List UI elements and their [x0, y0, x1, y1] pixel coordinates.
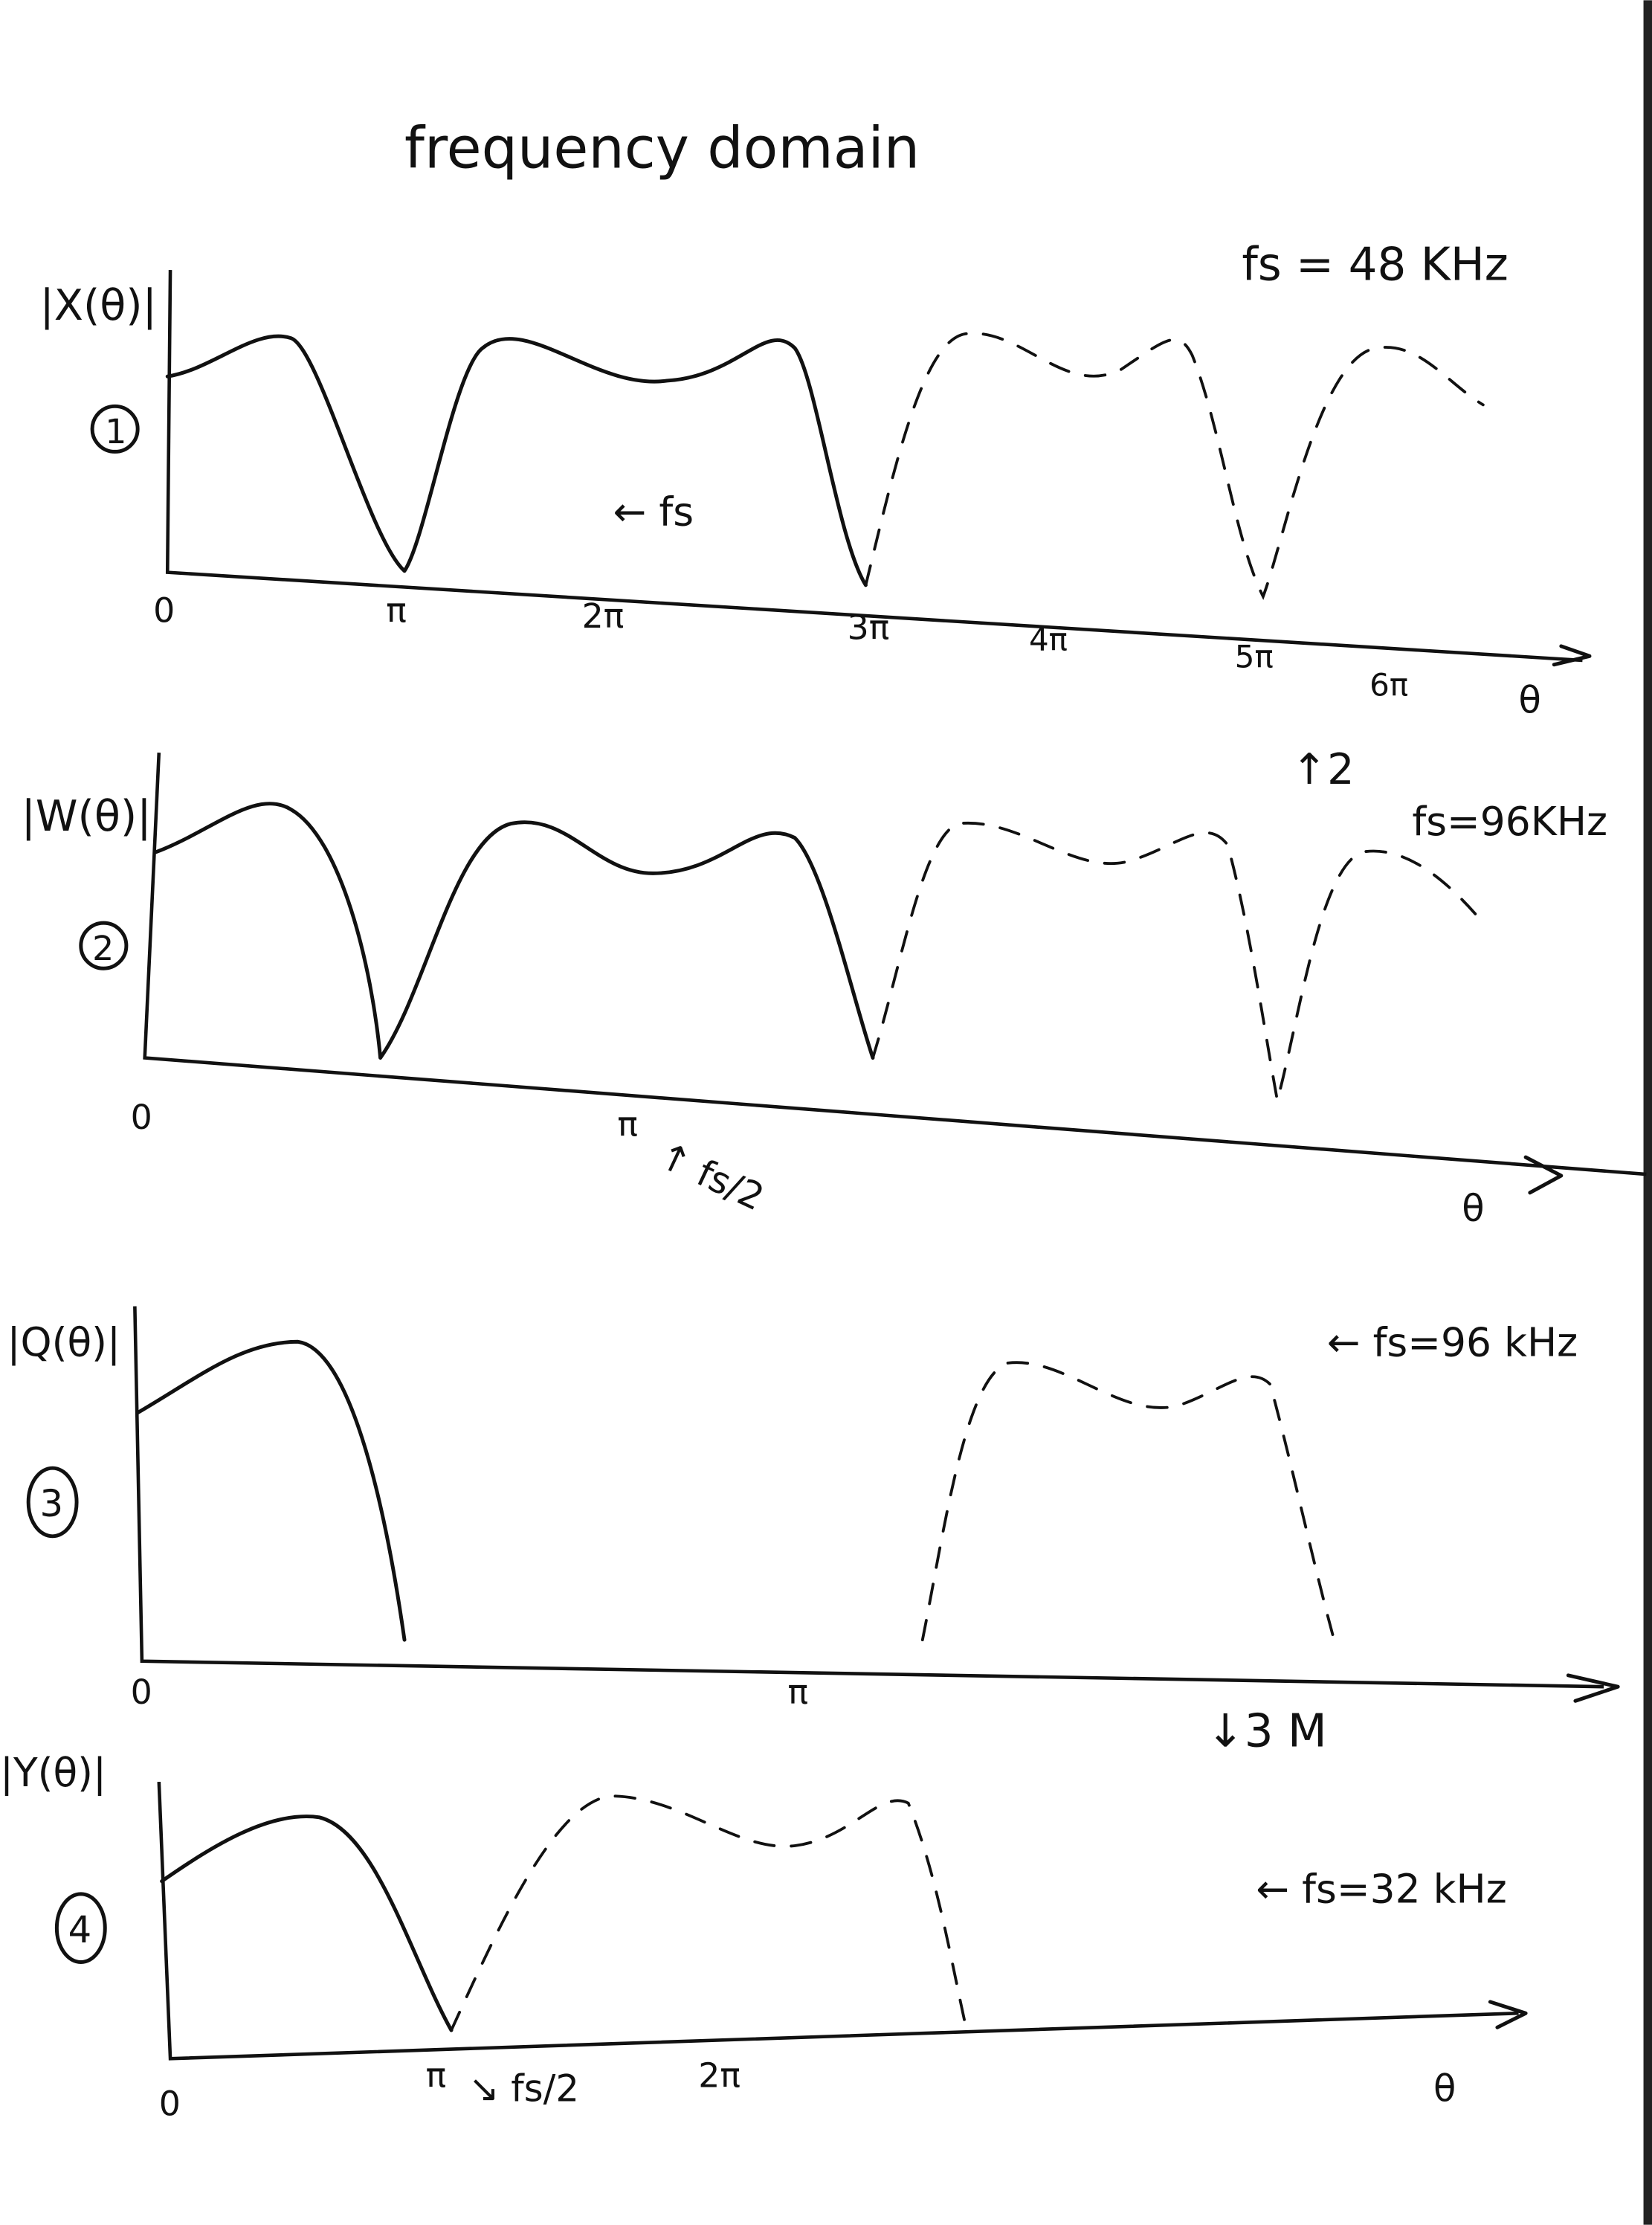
panel-1-tick-5pi: 5π	[1235, 639, 1274, 675]
panel-1-number-circle	[90, 404, 140, 454]
panel-2-axes	[143, 752, 1647, 1176]
panel-4-fs: ← fs=32 kHz	[1256, 1865, 1506, 1912]
page-title: frequency domain	[404, 116, 920, 182]
panel-4-axis-arrow	[1488, 2000, 1528, 2029]
panel-4-tick-0: 0	[159, 2084, 181, 2124]
panel-4-xlabel: θ	[1433, 2067, 1456, 2110]
panel-2-ylabel: |W(θ)|	[22, 791, 152, 841]
panel-4-note: ↘ fs/2	[468, 2067, 579, 2110]
panel-1-xlabel: θ	[1519, 679, 1541, 722]
panel-1-tick-pi: π	[386, 590, 407, 630]
panel-1-axis-arrow	[1552, 644, 1592, 667]
panel-2-axis-arrow	[1523, 1155, 1564, 1195]
panel-3-fs: ← fs=96 kHz	[1327, 1318, 1578, 1365]
panel-4-axes	[157, 1781, 1519, 2061]
panel-1-image-spectrum	[864, 332, 1485, 600]
panel-4-tick-pi: π	[426, 2055, 447, 2095]
downsample-label: ↓3 M	[1207, 1704, 1327, 1757]
panel-1-tick-3pi: 3π	[848, 607, 890, 647]
panel-3-number-circle	[26, 1466, 79, 1539]
panel-1-axes	[165, 270, 1583, 663]
panel-2-image-spectrum	[871, 821, 1485, 1101]
panel-1-tick-6pi: 6π	[1369, 667, 1408, 703]
panel-2-spectrum	[154, 802, 875, 1060]
upsample-label: ↑2	[1291, 744, 1354, 794]
panel-1-number: 1	[105, 411, 126, 451]
panel-2-number-circle	[79, 921, 129, 970]
panel-4-number-circle	[54, 1892, 107, 1964]
panel-2: |W(θ)| 2 fs=96KHz 0 π ↑ fs/2 θ	[22, 752, 1647, 1230]
panel-3-image-spectrum	[920, 1361, 1336, 1642]
panel-3-tick-0: 0	[131, 1672, 152, 1712]
panel-4-image-spectrum	[450, 1794, 967, 2032]
panel-2-xlabel: θ	[1462, 1187, 1484, 1230]
page-edge	[1643, 0, 1652, 2225]
panel-2-tick-pi: π	[617, 1104, 638, 1144]
panel-1: |X(θ)| 1 fs = 48 KHz ← fs 0 π 2π 3π 4π 5…	[39, 238, 1592, 794]
panel-4-spectrum	[160, 1815, 454, 2032]
panel-1-fs: fs = 48 KHz	[1242, 238, 1509, 291]
panel-2-number: 2	[92, 928, 114, 968]
panel-3: |Q(θ)| 3 ← fs=96 kHz 0 π ↓3 M	[7, 1306, 1620, 1757]
panel-3-tick-pi: π	[787, 1672, 808, 1712]
panel-4-number: 4	[68, 1908, 92, 1951]
panel-1-tick-4pi: 4π	[1029, 622, 1068, 658]
panel-1-tick-0: 0	[153, 590, 175, 630]
panel-1-ylabel: |X(θ)|	[39, 280, 157, 330]
panel-3-axis-arrow	[1566, 1673, 1620, 1703]
panel-1-note: ← fs	[613, 489, 694, 535]
panel-1-spectrum	[165, 334, 868, 587]
panel-2-tick-0: 0	[131, 1097, 152, 1137]
panel-3-ylabel: |Q(θ)|	[7, 1318, 120, 1365]
panel-2-fs: fs=96KHz	[1412, 798, 1607, 845]
panel-1-tick-2pi: 2π	[582, 596, 625, 636]
panel-3-spectrum	[135, 1339, 407, 1642]
panel-3-number: 3	[39, 1482, 63, 1525]
panel-4: |Y(θ)| 4 ← fs=32 kHz 0 π ↘ fs/2 2π θ	[0, 1749, 1528, 2124]
panel-4-ylabel: |Y(θ)|	[0, 1749, 106, 1796]
panel-4-tick-2pi: 2π	[698, 2055, 741, 2095]
panel-3-axes	[133, 1306, 1604, 1689]
